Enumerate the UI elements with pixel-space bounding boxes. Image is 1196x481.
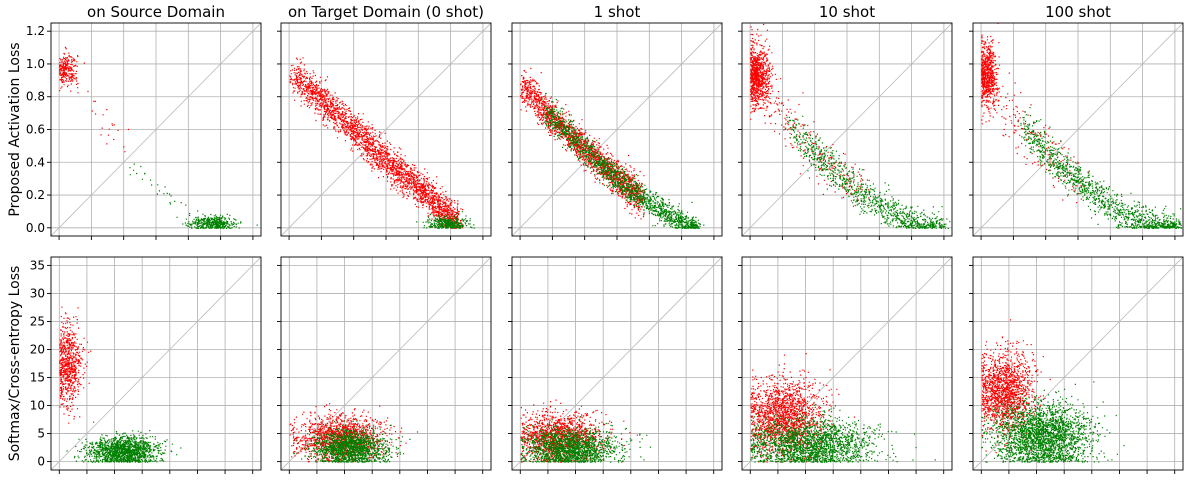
scatter-points-red: [289, 57, 464, 230]
diagonal-line: [281, 23, 491, 236]
scatter-panel: [738, 22, 953, 240]
points-layer: [59, 306, 182, 463]
diagonal-line: [973, 23, 1183, 236]
scatter-panel: [277, 22, 492, 240]
diagonal-line: [51, 23, 261, 236]
points-layer: [520, 67, 705, 230]
scatter-points-red: [59, 46, 85, 92]
panel-frame: [511, 256, 723, 471]
panel-frame: [280, 256, 492, 471]
y-tick-label: 0.2: [26, 188, 45, 202]
y-tick-label: 25: [30, 314, 45, 328]
y-tick-label: 1.2: [26, 24, 45, 38]
scatter-points-green: [66, 421, 182, 463]
points-layer: [750, 23, 951, 229]
points-layer: [981, 319, 1125, 463]
scatter-points-red: [750, 353, 855, 463]
scatter-panel: [969, 256, 1184, 474]
y-tick-label: 35: [30, 258, 45, 272]
diagonal-line: [973, 257, 1183, 470]
scatter-panel: 0 5 10 15 20 25 30 35: [30, 256, 262, 474]
scatter-points-green: [416, 211, 475, 229]
scatter-points-red: [981, 23, 1009, 125]
scatter-points-red: [750, 23, 782, 125]
column-title: on Target Domain (0 shot): [288, 3, 484, 21]
scatter-points-green: [750, 404, 936, 463]
scatter-points-green: [182, 213, 258, 229]
scatter-panel: [738, 256, 953, 474]
scatter-points-red: [981, 319, 1054, 459]
points-layer: [289, 403, 419, 463]
scatter-panel: [508, 256, 723, 474]
y-tick-label: 0.4: [26, 155, 45, 169]
y-tick-label: 30: [30, 286, 45, 300]
column-title: on Source Domain: [87, 3, 225, 21]
panel-frame: [741, 256, 953, 471]
scatter-points-red: [751, 65, 870, 207]
y-tick-label: 0.8: [26, 90, 45, 104]
scatter-panel: [508, 22, 723, 240]
scatter-panel: [969, 22, 1184, 240]
points-layer: [981, 23, 1182, 229]
scatter-points-red: [59, 306, 92, 424]
scatter-points-green: [784, 112, 951, 229]
scatter-points-green: [520, 416, 652, 463]
points-layer: [520, 399, 652, 463]
y-tick-label: 15: [30, 371, 45, 385]
y-tick-label: 0: [37, 455, 45, 469]
points-layer: [750, 353, 936, 463]
diagonal-line: [51, 257, 261, 470]
scatter-points-red: [520, 67, 647, 220]
panel-frame: [50, 256, 262, 471]
row-ylabel: Proposed Activation Loss: [7, 42, 23, 216]
panel-frame: [972, 256, 1184, 471]
scatter-panel: 0.0 0.2 0.4 0.6 0.8 1.0 1.2: [26, 22, 262, 240]
diagonal-line: [742, 23, 952, 236]
scatter-points-green: [1017, 107, 1182, 229]
y-tick-label: 1.0: [26, 57, 45, 71]
diagonal-line: [512, 23, 722, 236]
column-title: 100 shot: [1045, 3, 1111, 21]
scatter-points-green: [129, 163, 199, 223]
y-tick-label: 0.6: [26, 123, 45, 137]
scatter-points-green: [293, 420, 411, 463]
column-title: 10 shot: [819, 3, 875, 21]
y-tick-label: 5: [37, 427, 45, 441]
row-ylabel: Softmax/Cross-entropy Loss: [7, 266, 23, 462]
points-layer: [59, 46, 258, 229]
scatter-points-green: [981, 381, 1125, 463]
column-title: 1 shot: [594, 3, 641, 21]
points-layer: [289, 57, 475, 230]
y-tick-label: 10: [30, 399, 45, 413]
y-tick-label: 20: [30, 342, 45, 356]
y-tick-label: 0.0: [26, 221, 45, 235]
scatter-panel: [277, 256, 492, 474]
